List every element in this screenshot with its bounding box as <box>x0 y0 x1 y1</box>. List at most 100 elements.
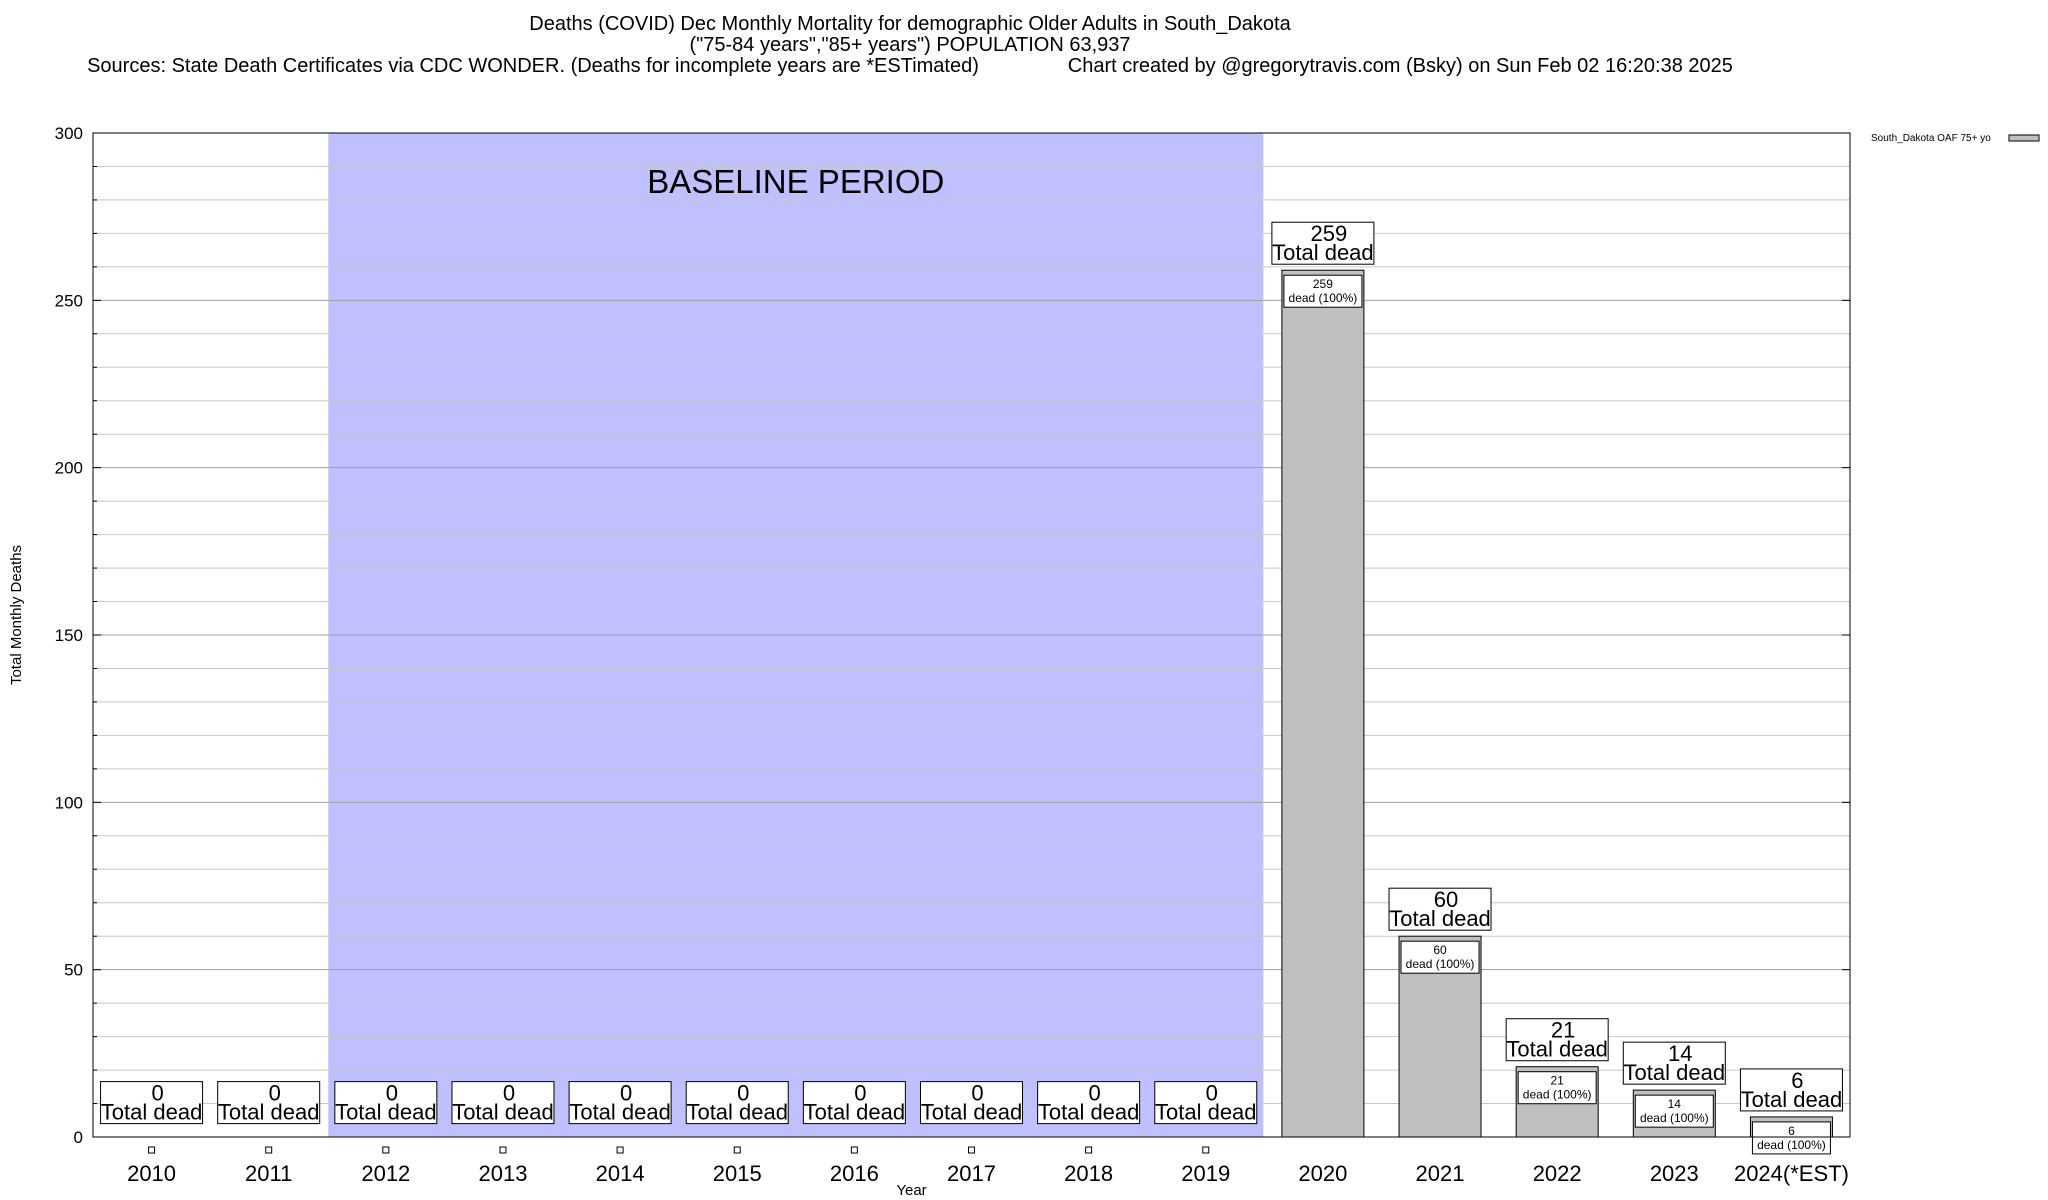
x-tick-label: 2019 <box>1181 1161 1230 1186</box>
bar-total-value-label: 14 <box>1668 1041 1692 1066</box>
bar-inner-share-label: dead (100%) <box>1523 1088 1592 1102</box>
bar-total-text-label: Total dead <box>335 1100 437 1125</box>
bar-inner-share-label: dead (100%) <box>1757 1138 1826 1152</box>
legend-label: South_Dakota OAF 75+ yo <box>1871 133 1991 144</box>
y-axis-title: Total Monthly Deaths <box>8 545 25 685</box>
bar-total-text-label: Total dead <box>686 1100 788 1125</box>
x-tick-label: 2022 <box>1533 1161 1582 1186</box>
bar-total-text-label: Total dead <box>921 1100 1023 1125</box>
bar-total-text-label: Total dead <box>1038 1100 1140 1125</box>
x-tick-label: 2014 <box>596 1161 645 1186</box>
y-tick-label: 300 <box>55 124 83 143</box>
bar-total-label-box <box>1622 1041 1726 1085</box>
bar-total-value-label: 0 <box>854 1081 866 1106</box>
bar-total-label-box <box>100 1081 204 1125</box>
bar-total-text-label: Total dead <box>452 1100 554 1125</box>
zero-bar-marker <box>265 1146 273 1154</box>
bar-inner-label-box <box>1283 274 1363 308</box>
chart-title-block: Deaths (COVID) Dec Monthly Mortality for… <box>0 14 1820 77</box>
bar-total-value-label: 0 <box>971 1081 983 1106</box>
bar <box>1281 269 1365 1138</box>
bar-total-label-box <box>920 1081 1023 1125</box>
chart-subtitle: ("75-84 years","85+ years") POPULATION 6… <box>689 34 1131 56</box>
bar-inner-label-box <box>1400 940 1480 974</box>
legend-swatch <box>2008 134 2040 142</box>
x-tick-label: 2020 <box>1298 1161 1347 1186</box>
bar-total-text-label: Total dead <box>1272 240 1374 265</box>
bar-total-text-label: Total dead <box>101 1100 203 1125</box>
x-tick-label: 2015 <box>713 1161 762 1186</box>
x-tick-label: 2021 <box>1416 1161 1465 1186</box>
bar-total-value-label: 0 <box>1089 1081 1101 1106</box>
bar-inner-value-label: 14 <box>1668 1097 1682 1111</box>
bar-total-label-box <box>685 1081 789 1125</box>
y-tick-label: 250 <box>55 291 83 310</box>
bar-total-value-label: 21 <box>1551 1018 1575 1043</box>
bar-total-value-label: 0 <box>151 1081 163 1106</box>
bar-total-label-box <box>1037 1081 1141 1125</box>
x-tick-label: 2016 <box>830 1161 879 1186</box>
x-tick-label: 2011 <box>245 1161 292 1186</box>
zero-bar-marker <box>968 1146 975 1154</box>
zero-bar-marker <box>499 1146 507 1154</box>
x-tick-label: 2013 <box>478 1161 527 1186</box>
y-tick-label: 50 <box>64 961 83 980</box>
bar-total-text-label: Total dead <box>569 1100 671 1125</box>
bar-inner-value-label: 259 <box>1313 277 1333 291</box>
bar-total-label-box <box>334 1081 438 1125</box>
axes: 2010 2011 2012 2013 2014 2015 2016 2017 2018 2019… <box>8 124 1851 1199</box>
bar-total-text-label: Total dead <box>804 1100 906 1125</box>
grid-lines <box>93 165 1850 1105</box>
bar-total-text-label: Total dead <box>1506 1037 1608 1062</box>
bar-total-text-label: Total dead <box>218 1100 320 1125</box>
zero-bar-marker <box>733 1146 741 1154</box>
zero-bar-marker <box>382 1146 390 1154</box>
bar-inner-label-box <box>1517 1071 1597 1105</box>
bar-total-value-label: 0 <box>620 1081 632 1106</box>
bar-total-label-box <box>568 1081 672 1125</box>
zero-bar-marker <box>1202 1146 1210 1154</box>
bar-total-value-label: 0 <box>503 1081 515 1106</box>
y-tick-label: 200 <box>55 459 83 478</box>
bar-total-label-box <box>1505 1018 1609 1062</box>
bar-total-label-box <box>451 1081 555 1125</box>
chart-source-line: Sources: State Death Certificates via CD… <box>0 56 1820 77</box>
bar-total-value-label: 259 <box>1311 221 1348 246</box>
bar-total-label-box <box>1739 1068 1843 1112</box>
x-tick-label: 2012 <box>361 1161 410 1186</box>
bar-total-value-label: 0 <box>386 1081 398 1106</box>
bar-total-value-label: 0 <box>1206 1081 1218 1106</box>
bar-inner-value-label: 60 <box>1433 943 1447 957</box>
bar-total-label-box <box>217 1081 321 1125</box>
bar-total-text-label: Total dead <box>1741 1087 1843 1112</box>
x-tick-label: 2024(*EST) <box>1734 1161 1849 1186</box>
baseline-period-label: BASELINE PERIOD <box>647 163 944 200</box>
bar-inner-share-label: dead (100%) <box>1406 957 1475 971</box>
bar-total-label-box <box>1271 221 1375 265</box>
bar-total-label-box <box>1388 887 1492 931</box>
zero-bar-marker <box>1085 1146 1093 1154</box>
chart-title: Deaths (COVID) Dec Monthly Mortality for… <box>529 13 1291 35</box>
bar-inner-value-label: 21 <box>1550 1074 1564 1088</box>
x-tick-label: 2017 <box>947 1161 996 1186</box>
bar-total-text-label: Total dead <box>1389 906 1491 931</box>
chart-sources: Sources: State Death Certificates via CD… <box>87 55 979 77</box>
y-tick-label: 150 <box>55 626 83 645</box>
bar-total-value-label: 60 <box>1434 887 1458 912</box>
zero-bar-marker <box>148 1146 156 1154</box>
x-tick-label: 2010 <box>127 1161 176 1186</box>
x-tick-label: 2018 <box>1064 1161 1113 1186</box>
legend: South_Dakota OAF 75+ yo <box>1871 133 2040 144</box>
bar-inner-share-label: dead (100%) <box>1640 1111 1709 1125</box>
x-tick-label: 2023 <box>1650 1161 1699 1186</box>
chart-credit: Chart created by @gregorytravis.com (Bsk… <box>1067 55 1733 77</box>
bar-inner-label-box <box>1751 1121 1831 1155</box>
y-tick-label: 0 <box>74 1128 83 1147</box>
bar-inner-share-label: dead (100%) <box>1289 291 1358 305</box>
bar-inner-value-label: 6 <box>1788 1124 1795 1138</box>
bar-total-text-label: Total dead <box>1155 1100 1257 1125</box>
x-axis-title: Year <box>896 1182 926 1199</box>
bar-total-text-label: Total dead <box>1624 1060 1726 1085</box>
